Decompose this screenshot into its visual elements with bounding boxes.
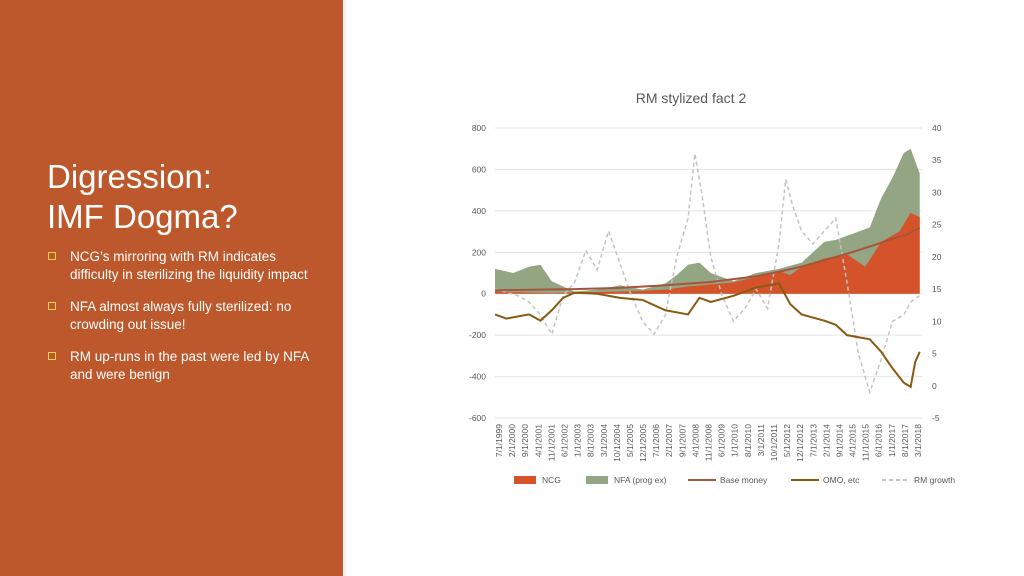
x-tick-label: 5/1/2005 (625, 424, 635, 457)
x-tick-label: 8/1/2010 (743, 424, 753, 457)
x-tick-label: 9/1/2000 (520, 424, 530, 457)
y-left-tick-label: 0 (481, 289, 486, 299)
bullet-text: NFA almost always fully sterilized: no c… (70, 299, 292, 332)
series-area-ncg (495, 212, 920, 294)
panel-divider (343, 0, 346, 576)
x-tick-label: 9/1/2007 (677, 424, 687, 457)
x-tick-label: 1/1/2010 (730, 424, 740, 457)
legend-label: NFA (prog ex) (614, 475, 667, 485)
y-left-tick-label: 600 (472, 164, 486, 174)
y-right-tick-label: 40 (932, 123, 942, 133)
series-line-rm-growth (494, 153, 921, 395)
x-tick-label: 6/1/2009 (717, 424, 727, 457)
x-tick-label: 3/1/2011 (756, 424, 766, 457)
y-right-tick-label: 10 (932, 316, 942, 326)
x-tick-label: 3/1/2018 (913, 424, 923, 457)
y-left-tick-label: -600 (469, 413, 486, 423)
slide-title-line2: IMF Dogma? (47, 198, 238, 235)
x-tick-label: 2/1/2014 (821, 424, 831, 457)
y-right-tick-label: -5 (932, 413, 940, 423)
x-tick-label: 4/1/2015 (848, 424, 858, 457)
x-tick-label: 7/1/1999 (494, 424, 504, 457)
x-tick-label: 10/1/2011 (769, 424, 779, 461)
y-right-tick-label: 25 (932, 220, 942, 230)
chart-svg: RM stylized fact 2 8006004002000-200-400… (469, 90, 955, 485)
y-left-tick-label: -200 (469, 330, 486, 340)
legend-swatch (586, 476, 608, 484)
x-tick-label: 7/1/2013 (808, 424, 818, 457)
x-tick-label: 4/1/2008 (690, 424, 700, 457)
chart-title: RM stylized fact 2 (636, 90, 747, 106)
x-tick-label: 8/1/2003 (586, 424, 596, 457)
square-bullet-icon (48, 252, 56, 260)
x-tick-label: 5/1/2012 (782, 424, 792, 457)
left-panel (0, 0, 343, 576)
x-tick-label: 8/1/2017 (900, 424, 910, 457)
square-bullet-icon (48, 302, 56, 310)
legend-label: OMO, etc (823, 475, 860, 485)
y-right-tick-label: 30 (932, 187, 942, 197)
legend-label: RM growth (914, 475, 955, 485)
x-tick-label: 3/1/2004 (599, 424, 609, 457)
y-right-tick-label: 20 (932, 252, 942, 262)
x-tick-label: 1/1/2003 (573, 424, 583, 457)
bullet-text: RM up-runs in the past were led by NFA a… (70, 349, 309, 382)
x-tick-label: 11/1/2001 (546, 424, 556, 461)
x-tick-label: 12/1/2005 (638, 424, 648, 462)
x-tick-label: 9/1/2014 (834, 424, 844, 457)
square-bullet-icon (48, 352, 56, 360)
bullet-list: NCG’s mirroring with RM indicates diffic… (47, 248, 317, 398)
chart-container: RM stylized fact 2 800 600 400 200 0 -200 -400… (346, 0, 1024, 576)
x-tick-label: 2/1/2007 (664, 424, 674, 457)
bullet-item: NCG’s mirroring with RM indicates diffic… (47, 248, 317, 284)
y-right-tick-label: 35 (932, 155, 942, 165)
legend-label: Base money (720, 475, 768, 485)
x-tick-label: 1/1/2017 (887, 424, 897, 457)
y-left-tick-label: 200 (472, 247, 486, 257)
x-tick-label: 11/1/2015 (861, 424, 871, 461)
y-left-tick-label: 400 (472, 206, 486, 216)
y-left-tick-label: 800 (472, 123, 486, 133)
slide-title-line1: Digression: (47, 158, 213, 195)
series-area-nfa-prog-ex (495, 148, 920, 294)
y-right-tick-label: 0 (932, 381, 937, 391)
bullet-item: RM up-runs in the past were led by NFA a… (47, 348, 317, 384)
x-tick-label: 4/1/2001 (533, 424, 543, 457)
x-tick-label: 12/1/2012 (795, 424, 805, 462)
series-line-omo-etc (494, 282, 921, 389)
x-tick-label: 10/1/2004 (612, 424, 622, 462)
x-tick-label: 2/1/2000 (507, 424, 517, 457)
x-tick-label: 7/1/2006 (651, 424, 661, 457)
y-left-tick-label: -400 (469, 372, 486, 382)
series-line-base-money (494, 227, 921, 292)
slide-title: Digression: IMF Dogma? (47, 157, 327, 237)
x-tick-label: 6/1/2016 (874, 424, 884, 457)
y-right-tick-label: 15 (932, 284, 942, 294)
bullet-item: NFA almost always fully sterilized: no c… (47, 298, 317, 334)
x-tick-label: 11/1/2008 (704, 424, 714, 461)
x-tick-label: 6/1/2002 (559, 424, 569, 457)
y-right-tick-label: 5 (932, 349, 937, 359)
legend-swatch (514, 476, 536, 484)
legend-label: NCG (542, 475, 561, 485)
bullet-text: NCG’s mirroring with RM indicates diffic… (70, 249, 308, 282)
